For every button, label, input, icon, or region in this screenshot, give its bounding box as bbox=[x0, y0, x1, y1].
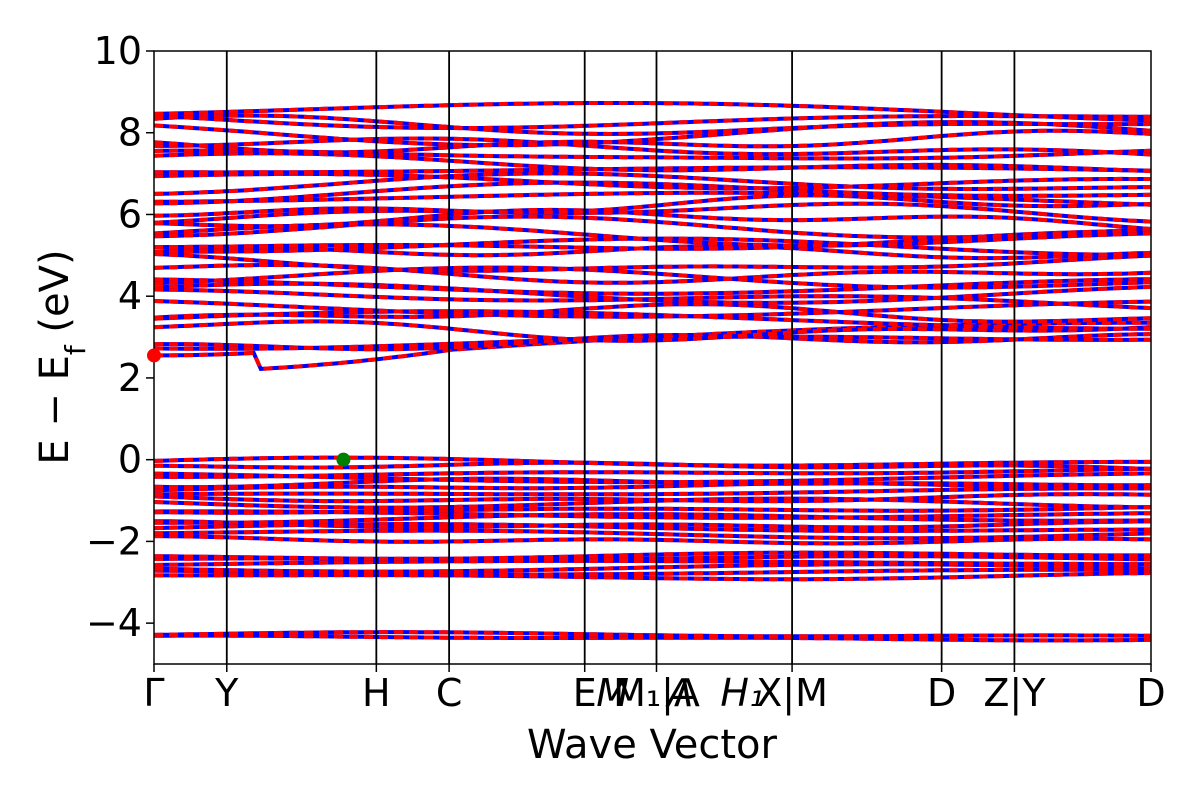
band-line bbox=[153, 171, 1151, 196]
x-tick-label: D bbox=[1136, 671, 1165, 715]
band-line bbox=[153, 630, 1151, 639]
y-tick-label: 2 bbox=[118, 356, 142, 400]
y-axis-ticks: −4 −2 0 2 4 6 8 10 bbox=[86, 29, 154, 645]
x-tick-label: Γ bbox=[143, 671, 164, 715]
band-line bbox=[153, 265, 1152, 290]
band-line bbox=[153, 180, 1152, 206]
band-line bbox=[153, 214, 1152, 240]
band-line bbox=[153, 201, 1152, 225]
x-axis-title: Wave Vector bbox=[527, 722, 778, 768]
x-tick-label: X|M bbox=[756, 671, 828, 716]
band-line bbox=[153, 299, 1152, 319]
band-line bbox=[153, 481, 1151, 493]
band-line bbox=[154, 519, 1151, 530]
x-tick-label: Y bbox=[214, 671, 239, 715]
x-tick-label: M₁|A bbox=[613, 671, 700, 716]
band-line bbox=[153, 207, 1152, 231]
band-line bbox=[153, 252, 1152, 273]
band-line bbox=[153, 277, 1152, 296]
band-line bbox=[153, 550, 1151, 561]
band-line bbox=[154, 534, 1152, 546]
band-line bbox=[153, 113, 1152, 137]
band-lines bbox=[153, 101, 1152, 643]
band-line bbox=[153, 190, 1152, 207]
x-tick-label: D bbox=[927, 671, 956, 715]
band-line bbox=[153, 128, 1152, 155]
y-tick-label: −2 bbox=[86, 519, 142, 563]
x-tick-label: E bbox=[573, 671, 597, 715]
band-line bbox=[153, 193, 1152, 218]
band-line bbox=[154, 136, 1152, 157]
y-tick-label: −4 bbox=[86, 601, 142, 645]
x-tick-label: C bbox=[436, 671, 463, 715]
x-tick-label-extra: M bbox=[596, 671, 629, 715]
cbm-marker bbox=[147, 348, 161, 363]
band-line bbox=[153, 492, 1152, 504]
y-axis-title-unit: (eV) bbox=[32, 249, 78, 345]
band-line bbox=[153, 334, 1152, 351]
band-line bbox=[153, 319, 1152, 343]
y-axis-title: E − Ef (eV) bbox=[32, 249, 92, 464]
x-axis-ticks: Γ Y H C E M₁|A X|M D Z|Y D M A H₁ bbox=[143, 664, 1166, 716]
y-tick-label: 6 bbox=[118, 192, 142, 236]
x-tick-label-extra: A bbox=[664, 671, 693, 715]
extrema-markers bbox=[147, 348, 351, 467]
band-line bbox=[153, 455, 1151, 468]
band-line bbox=[154, 633, 1152, 643]
band-line bbox=[153, 302, 1152, 324]
band-line bbox=[153, 558, 1151, 567]
vbm-marker bbox=[336, 452, 351, 467]
band-line bbox=[153, 528, 1152, 541]
band-line bbox=[154, 571, 1152, 582]
x-tick-label: Z|Y bbox=[983, 671, 1046, 716]
high-symmetry-lines bbox=[225, 51, 1016, 664]
band-line bbox=[153, 113, 1151, 131]
x-tick-label: H bbox=[362, 671, 391, 715]
band-line bbox=[154, 512, 1151, 525]
y-axis-title-main: E − E bbox=[32, 355, 78, 465]
x-tick-label-extra: H₁ bbox=[720, 671, 764, 715]
y-tick-label: 8 bbox=[118, 111, 142, 155]
band-line bbox=[153, 486, 1151, 497]
band-line bbox=[153, 101, 1152, 123]
y-tick-label: 0 bbox=[118, 438, 142, 482]
y-axis-title-subscript: f bbox=[59, 344, 92, 355]
band-line bbox=[154, 466, 1152, 479]
y-tick-label: 4 bbox=[118, 274, 142, 318]
band-line bbox=[154, 505, 1152, 515]
y-tick-label: 10 bbox=[94, 29, 142, 73]
